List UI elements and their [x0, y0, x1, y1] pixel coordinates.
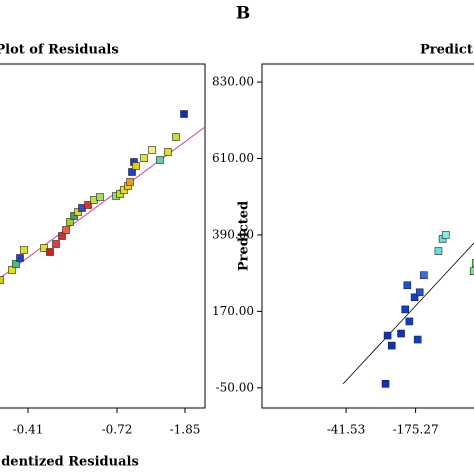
x-tick-label: -0.41	[13, 423, 44, 437]
point	[8, 266, 16, 274]
point	[410, 293, 419, 302]
point	[96, 193, 104, 201]
right-y-label: Predicted	[237, 201, 252, 271]
left-x-label: dentized Residuals	[1, 455, 139, 470]
point	[16, 254, 24, 262]
point	[140, 154, 148, 162]
point	[120, 186, 128, 194]
point	[413, 335, 422, 344]
point	[132, 162, 140, 170]
point	[0, 276, 4, 284]
x-tick-label: -41.53	[327, 423, 365, 437]
point	[156, 156, 164, 164]
point	[164, 148, 172, 156]
x-tick-label: -1.85	[170, 423, 201, 437]
point	[128, 168, 136, 176]
point	[58, 232, 66, 240]
point	[70, 212, 78, 220]
point	[415, 288, 424, 297]
point	[74, 208, 82, 216]
point	[180, 110, 188, 118]
panel-label: B	[236, 4, 250, 24]
right-title: Predict	[420, 43, 473, 58]
point	[148, 146, 156, 154]
right-frame	[261, 63, 474, 409]
left-frame	[0, 63, 206, 409]
point	[397, 329, 405, 338]
point	[403, 281, 412, 290]
point	[46, 248, 54, 256]
point	[381, 380, 390, 388]
point	[20, 246, 28, 254]
point	[12, 260, 20, 268]
reference-line	[0, 126, 206, 279]
point	[126, 178, 134, 186]
point	[401, 305, 410, 314]
point	[116, 190, 124, 198]
point	[383, 331, 392, 340]
point	[420, 271, 428, 279]
point	[40, 244, 48, 252]
point	[405, 317, 414, 326]
y-tick-label: -50.00	[216, 380, 254, 394]
y-tick-label: 390.00	[212, 227, 254, 241]
x-tick-label: -0.72	[102, 423, 133, 437]
point	[469, 267, 474, 275]
point	[52, 240, 60, 248]
point	[172, 133, 180, 141]
x-tick-label: -175.27	[393, 423, 439, 437]
y-tick-label: 830.00	[212, 75, 254, 89]
y-tick-label: 170.00	[212, 304, 254, 318]
y-tick-label: 610.00	[212, 151, 254, 165]
point	[387, 341, 396, 350]
fit-line	[342, 242, 474, 385]
point	[84, 201, 92, 209]
point	[471, 259, 474, 267]
point	[441, 231, 450, 239]
point	[66, 218, 74, 226]
left-title: Plot of Residuals	[0, 43, 119, 58]
point	[62, 226, 70, 234]
point	[434, 247, 443, 255]
